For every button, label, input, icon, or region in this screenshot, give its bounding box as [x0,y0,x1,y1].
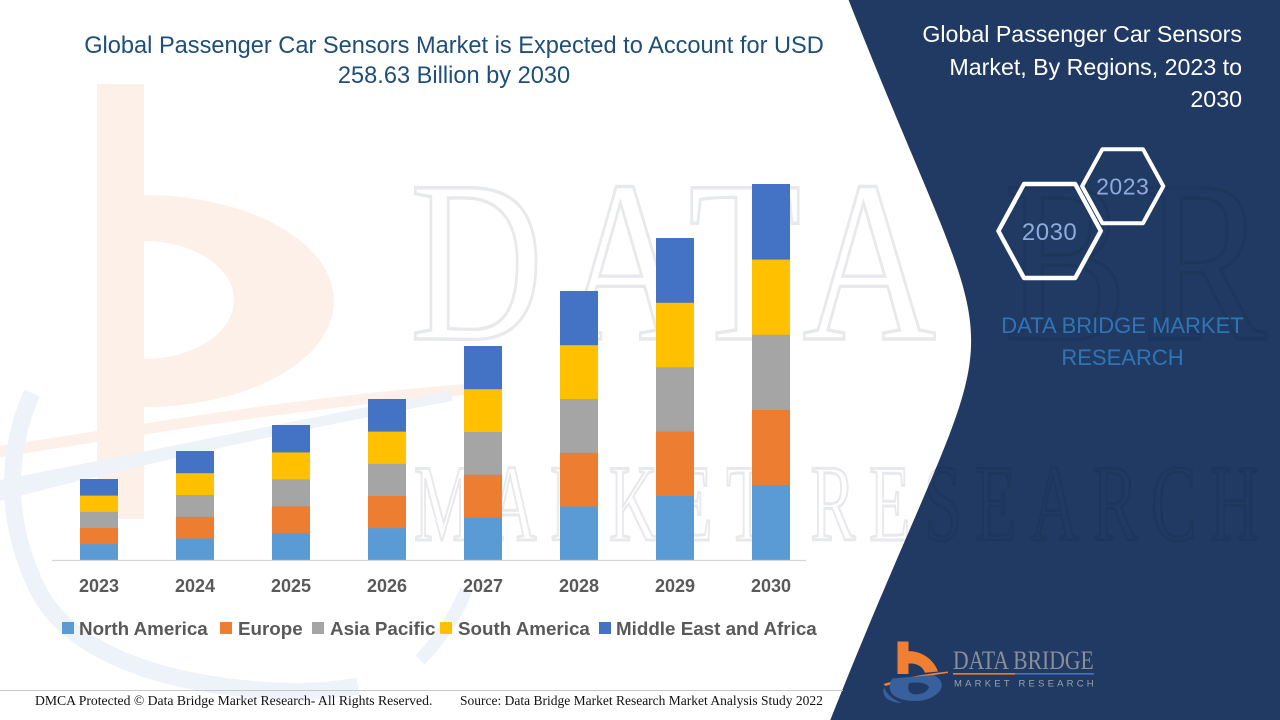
svg-text:MARKET RESEARCH: MARKET RESEARCH [954,679,1097,690]
svg-text:2030: 2030 [1022,219,1077,246]
svg-text:2023: 2023 [1096,174,1149,200]
svg-text:DATA BRIDGE: DATA BRIDGE [953,647,1094,675]
